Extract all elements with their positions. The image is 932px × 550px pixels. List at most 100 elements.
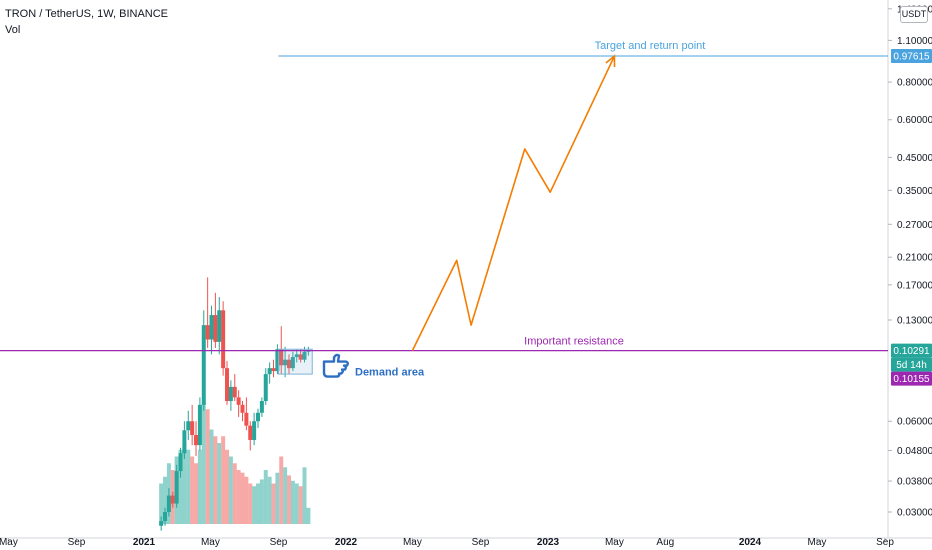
candle-body <box>298 354 303 360</box>
volume-bar <box>197 449 202 524</box>
y-tick-label: 0.03000 <box>897 508 932 519</box>
resistance-label: Important resistance <box>524 336 624 348</box>
y-tick-label: 0.60000 <box>897 115 932 126</box>
candle-body <box>286 359 291 369</box>
candle-body <box>232 386 237 398</box>
volume-bar <box>217 443 222 524</box>
projection-arrowhead <box>605 54 616 68</box>
target-price-tag-bg <box>891 49 932 64</box>
price-axis[interactable]: 0.03000 0.03800 0.04800 0.06000 0.13000 0.170… <box>888 4 932 519</box>
y-tick-label: 0.27000 <box>897 220 932 231</box>
x-tick-label: 2023 <box>537 537 560 548</box>
candle-body <box>275 349 280 372</box>
volume-bar <box>186 449 191 524</box>
volume-bar <box>163 476 168 524</box>
target-price-tag-text: 0.97615 <box>893 52 930 63</box>
volume-bar <box>190 456 195 524</box>
candle-body <box>205 325 210 340</box>
x-tick-label: May <box>201 537 220 548</box>
candle-body <box>240 404 245 413</box>
bar-countdown-tag-bg <box>891 357 932 372</box>
candle-body <box>201 325 206 405</box>
bar-countdown-tag-text: 5d 14h <box>896 360 927 371</box>
symbol-title[interactable]: TRON / TetherUS, 1W, BINANCE <box>5 8 169 20</box>
candle-body <box>166 495 171 512</box>
volume-bar <box>283 467 288 524</box>
candle-body <box>225 368 230 402</box>
candle-body <box>271 368 276 372</box>
volume-bar <box>256 483 261 524</box>
candle-body <box>197 404 202 446</box>
x-tick-label: May <box>403 537 422 548</box>
candle-body <box>259 401 264 413</box>
volume-bar <box>263 470 268 524</box>
candle-body <box>174 471 179 504</box>
candles[interactable] <box>159 277 311 531</box>
candle-body <box>290 356 295 369</box>
y-tick-label: 0.45000 <box>897 153 932 164</box>
candle-body <box>217 310 222 342</box>
volume-bar <box>279 456 284 524</box>
y-tick-label: 0.13000 <box>897 316 932 327</box>
y-tick-label: 0.17000 <box>897 280 932 291</box>
price-tags: 0.97615 0.10291 5d 14h 0.10155 <box>891 49 932 386</box>
currency-badge-label: USDT <box>901 9 927 19</box>
candle-body <box>213 315 218 342</box>
volume-bar <box>221 436 226 524</box>
candle-body <box>252 421 257 440</box>
candle-body <box>267 368 272 375</box>
x-tick-label: Aug <box>656 537 674 548</box>
current-price-tag-text: 0.10291 <box>893 346 930 357</box>
volume-indicator-label[interactable]: Vol <box>5 24 21 36</box>
demand-label: Demand area <box>355 367 425 379</box>
resistance-price-tag-bg <box>891 371 932 386</box>
volume-bar <box>294 483 299 524</box>
x-tick-label: Sep <box>876 537 894 548</box>
y-tick-label: 0.04800 <box>897 446 932 457</box>
candle-body <box>302 351 307 360</box>
candle-body <box>279 349 284 366</box>
candle-body <box>194 435 199 446</box>
candle-body <box>190 421 195 436</box>
volume-bars <box>159 402 311 524</box>
volume-bar <box>298 486 303 524</box>
volume-bar <box>252 486 257 524</box>
candle-body <box>263 374 268 402</box>
hand-shape <box>322 353 349 378</box>
resistance-price-tag-text: 0.10155 <box>893 374 930 385</box>
volume-bar <box>306 507 311 524</box>
demand-zone-box <box>277 348 313 375</box>
volume-bar <box>159 483 164 524</box>
volume-bar <box>259 479 264 524</box>
volume-bar <box>267 476 272 524</box>
drawings[interactable]: Target and return point Important resista… <box>0 40 888 379</box>
y-tick-label: 0.21000 <box>897 253 932 264</box>
candle-body <box>182 430 187 454</box>
volume-bar <box>201 402 206 524</box>
x-tick-label: Sep <box>68 537 86 548</box>
time-axis[interactable]: May Sep 2021 May Sep 2022 May Sep 2023 May Aug 2024… <box>0 537 894 548</box>
x-tick-label: May <box>808 537 827 548</box>
volume-bar <box>225 449 230 524</box>
currency-badge[interactable]: USDT <box>900 6 928 23</box>
y-tick-label: 0.03800 <box>897 477 932 488</box>
pointing-hand-icon <box>322 353 349 378</box>
candle-body <box>186 421 191 431</box>
volume-bar <box>194 463 199 524</box>
volume-bar <box>275 472 280 524</box>
y-tick-label: 0.06000 <box>897 417 932 428</box>
volume-bar <box>286 475 291 524</box>
y-tick-label: 0.80000 <box>897 78 932 89</box>
candle-body <box>163 512 168 522</box>
target-label: Target and return point <box>595 40 706 52</box>
candle-body <box>221 310 226 369</box>
volume-bar <box>228 456 233 524</box>
volume-bar <box>290 480 295 524</box>
projection-path <box>411 55 616 351</box>
y-tick-label: 0.35000 <box>897 186 932 197</box>
candle-body <box>170 495 175 504</box>
candle-body <box>248 425 253 440</box>
